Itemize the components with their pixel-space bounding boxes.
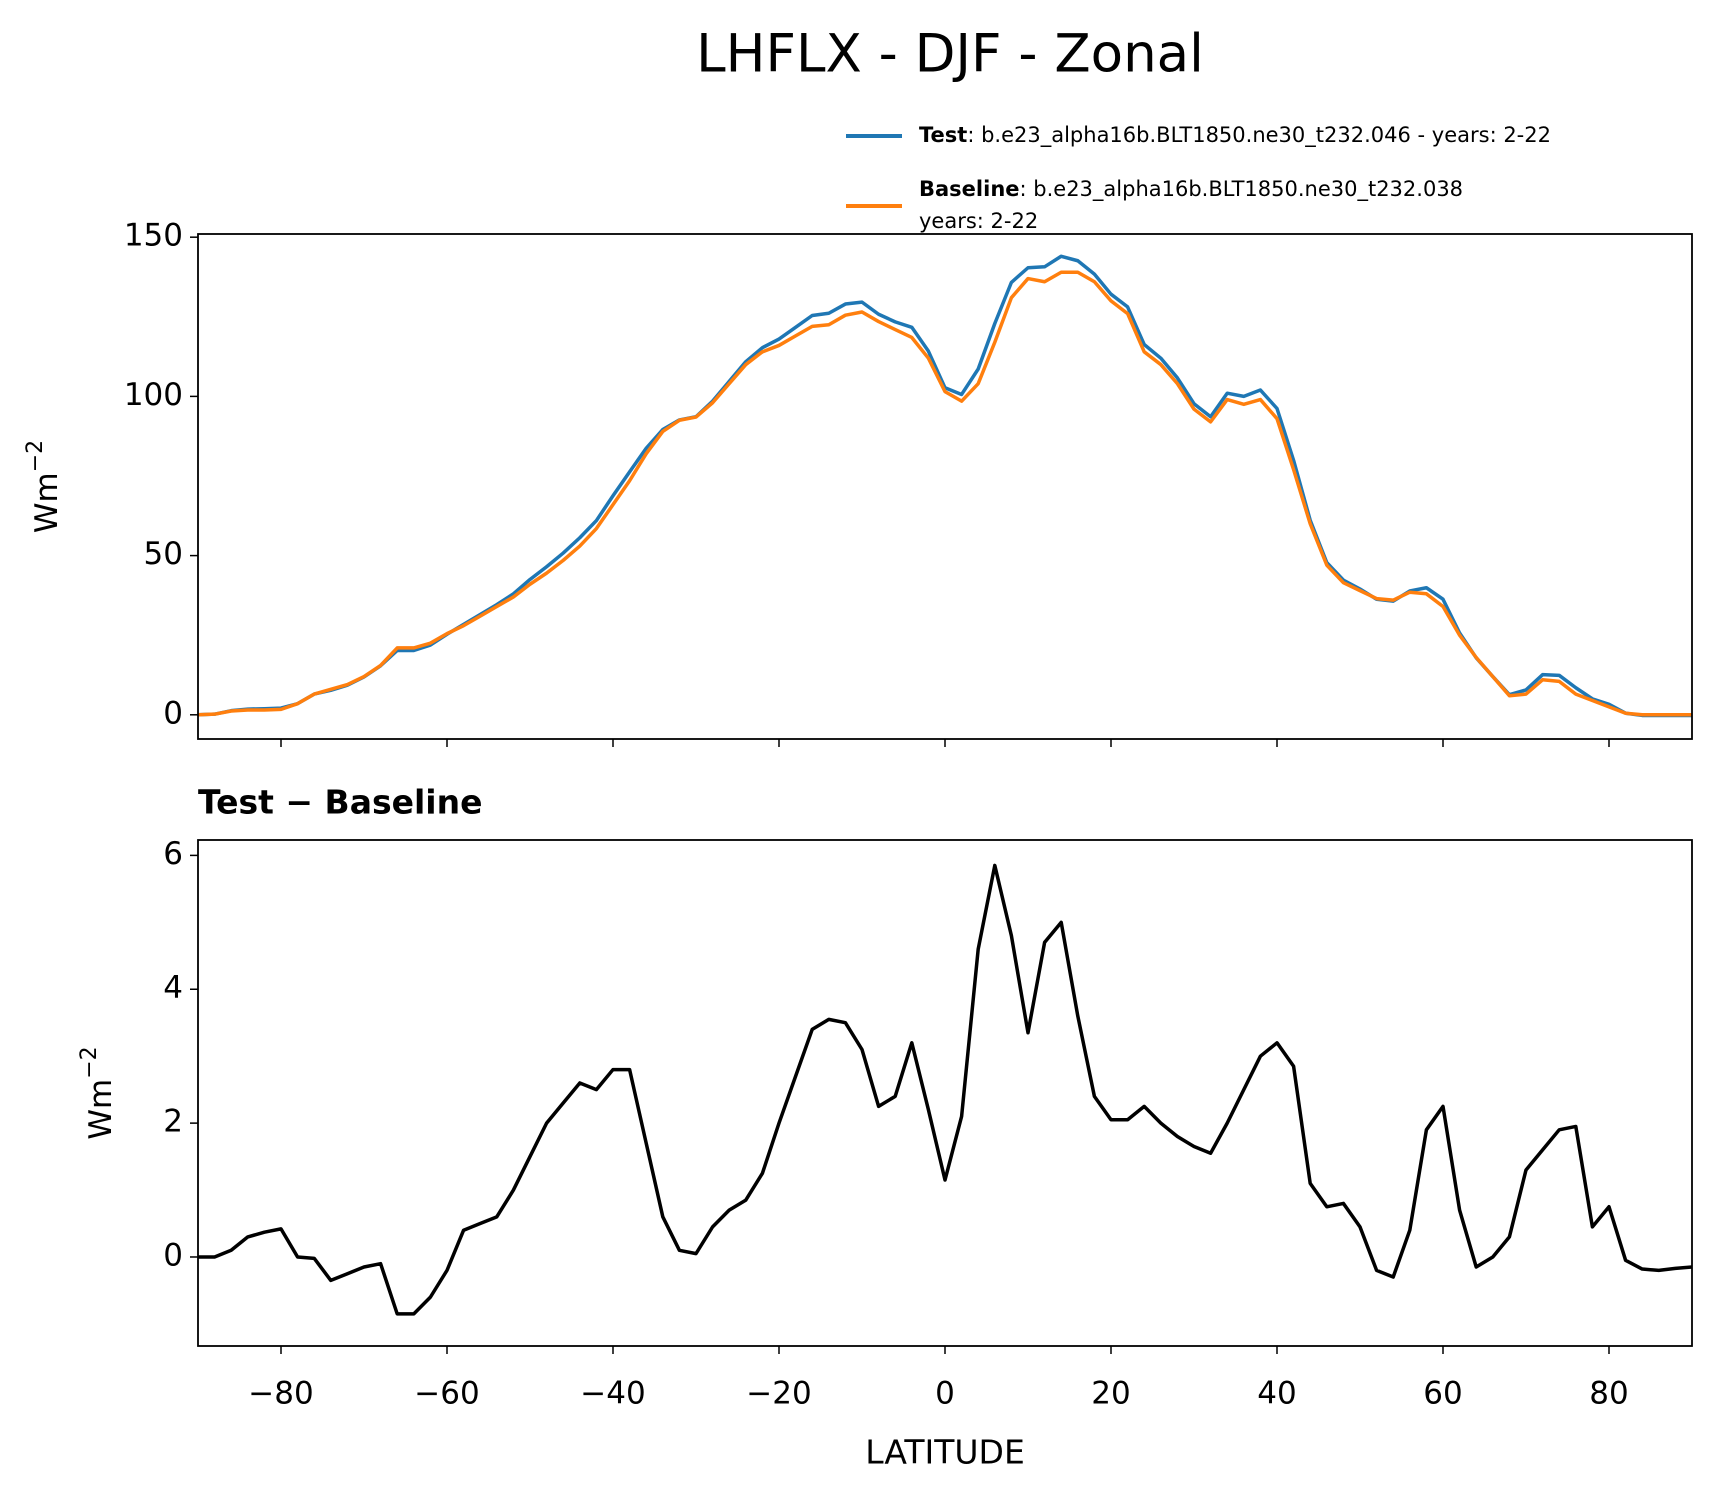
y-tick-label: 50 xyxy=(144,536,183,572)
y-label-base: Wm xyxy=(83,1079,119,1140)
y-tick-label: 100 xyxy=(124,377,183,413)
data-line xyxy=(198,270,1692,717)
x-tick-label: −40 xyxy=(580,1376,645,1412)
x-tick-label: 0 xyxy=(935,1376,955,1412)
legend-label: Baseline: b.e23_alpha16b.BLT1850.ne30_t2… xyxy=(919,177,1463,202)
y-label-exponent: −2 xyxy=(23,440,48,472)
x-tick-label: −60 xyxy=(414,1376,479,1412)
x-tick-label: 40 xyxy=(1257,1376,1296,1412)
y-tick-label: 150 xyxy=(124,218,183,254)
axes-frame xyxy=(197,233,1693,740)
y-tick-label: 4 xyxy=(163,970,183,1006)
legend-name: Baseline xyxy=(919,177,1020,201)
figure-title: LHFLX - DJF - Zonal xyxy=(696,24,1204,85)
x-axis-label: LATITUDE xyxy=(865,1433,1025,1472)
data-line xyxy=(198,863,1692,1316)
legend-label: Test: b.e23_alpha16b.BLT1850.ne30_t232.0… xyxy=(919,123,1551,148)
axes-frame xyxy=(197,839,1693,1347)
legend-label: years: 2-22 xyxy=(919,209,1038,233)
x-tick-label: −20 xyxy=(746,1376,811,1412)
x-tick-label: 20 xyxy=(1091,1376,1130,1412)
x-tick-label: 80 xyxy=(1589,1376,1628,1412)
y-label-exponent: −2 xyxy=(77,1046,102,1078)
y-tick-label: 0 xyxy=(163,1237,183,1273)
y-axis-label: Wm−2 xyxy=(23,440,65,533)
legend-detail: : b.e23_alpha16b.BLT1850.ne30_t232.046 -… xyxy=(967,123,1551,148)
legend-detail: : b.e23_alpha16b.BLT1850.ne30_t232.038 xyxy=(1020,177,1464,202)
y-label-base: Wm xyxy=(29,472,65,533)
y-tick-label: 0 xyxy=(163,695,183,731)
y-tick-label: 6 xyxy=(163,836,183,872)
subplot-title: Test − Baseline xyxy=(198,783,483,822)
legend-detail: years: 2-22 xyxy=(919,209,1038,233)
y-tick-label: 2 xyxy=(163,1104,183,1140)
x-tick-label: −80 xyxy=(248,1376,313,1412)
legend-name: Test xyxy=(919,123,967,147)
x-tick-label: 60 xyxy=(1423,1376,1462,1412)
y-axis-label: Wm−2 xyxy=(77,1046,119,1139)
